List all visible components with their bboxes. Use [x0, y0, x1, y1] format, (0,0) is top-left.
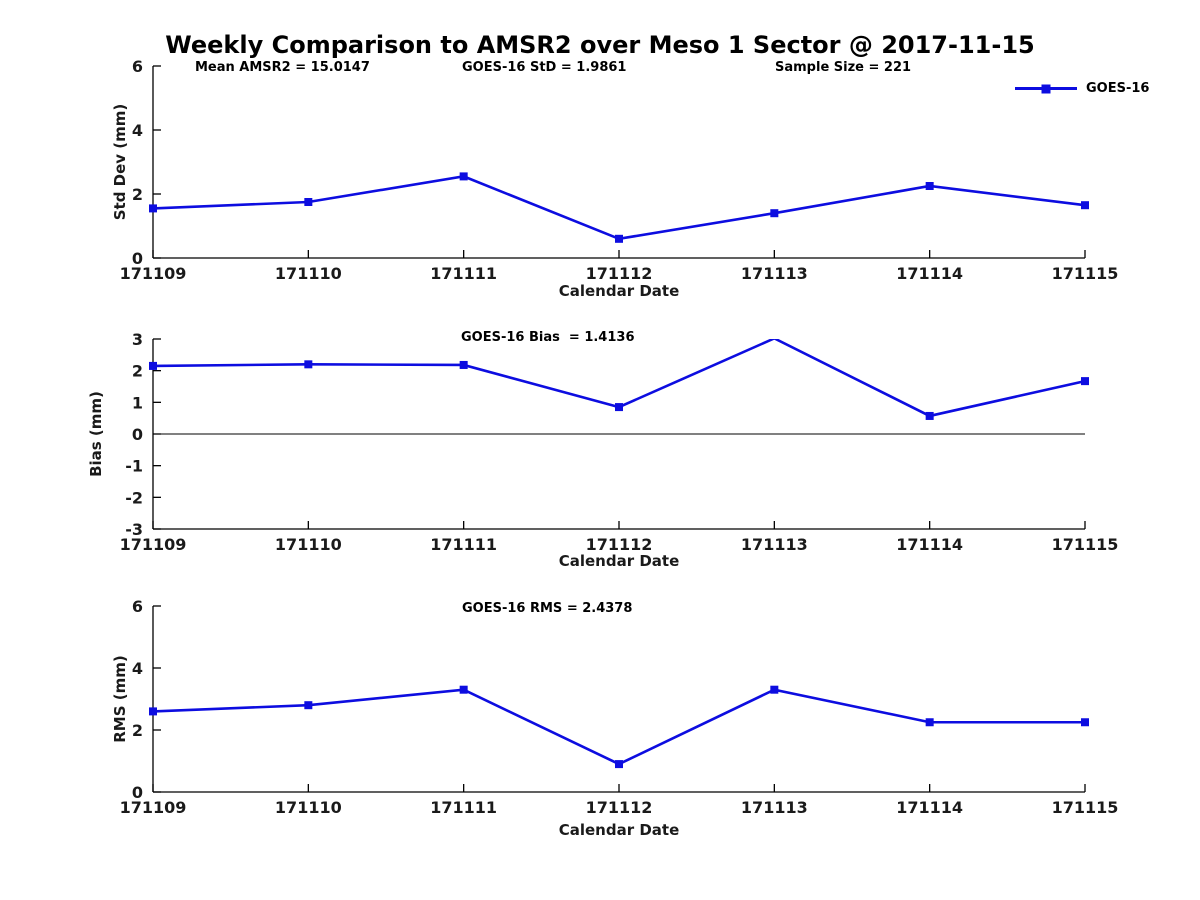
- y-tick-label: 0: [132, 425, 143, 444]
- y-tick-label: 4: [132, 659, 143, 678]
- data-point-marker: [304, 360, 313, 369]
- x-tick-label: 171111: [430, 798, 497, 817]
- x-tick-label: 171112: [586, 264, 653, 283]
- x-tick-label: 171111: [430, 264, 497, 283]
- data-point-marker: [304, 701, 313, 710]
- x-tick-label: 171113: [741, 264, 808, 283]
- y-tick-label: 0: [132, 249, 143, 268]
- y-tick-label: 6: [132, 597, 143, 616]
- x-tick-label: 171109: [120, 798, 187, 817]
- series-line: [152, 688, 1085, 766]
- data-point-marker: [459, 172, 468, 181]
- annotation-goes-bias: GOES-16 Bias = 1.4136: [461, 330, 635, 345]
- x-tick-label: 171115: [1052, 798, 1119, 817]
- y-tick-label: 2: [132, 185, 143, 204]
- y-tick-label: -1: [125, 457, 143, 476]
- x-tick-label: 171112: [586, 535, 653, 554]
- x-tick-label: 171113: [741, 798, 808, 817]
- data-point-marker: [615, 234, 623, 243]
- x-tick-label: 171110: [275, 264, 342, 283]
- xlabel-bias-plot: Calendar Date: [558, 552, 680, 570]
- data-point-marker: [770, 209, 779, 218]
- annotation-goes-std: GOES-16 StD = 1.9861: [462, 60, 627, 75]
- data-point-marker: [149, 361, 157, 370]
- y-tick-label: 0: [132, 783, 143, 802]
- y-tick-label: 4: [132, 121, 143, 140]
- data-point-marker: [459, 360, 468, 369]
- figure-title: Weekly Comparison to AMSR2 over Meso 1 S…: [165, 31, 1035, 59]
- data-point-marker: [925, 411, 934, 420]
- y-tick-label: 6: [132, 57, 143, 76]
- data-point-marker: [149, 707, 157, 716]
- legend: GOES-16: [1015, 81, 1149, 96]
- y-tick-label: -2: [125, 488, 143, 507]
- y-tick-label: 1: [132, 393, 143, 412]
- data-point-marker: [1081, 718, 1089, 727]
- legend-label: GOES-16: [1086, 81, 1150, 96]
- y-tick-label: 3: [132, 330, 143, 349]
- data-point-marker: [615, 403, 623, 412]
- data-point-marker: [925, 182, 934, 190]
- annotation-mean-amsr2: Mean AMSR2 = 15.0147: [195, 60, 370, 75]
- x-tick-label: 171115: [1052, 264, 1119, 283]
- x-tick-label: 171113: [741, 535, 808, 554]
- data-point-marker: [1081, 201, 1089, 210]
- annotation-sample-size: Sample Size = 221: [775, 60, 912, 75]
- x-tick-label: 171114: [896, 798, 963, 817]
- x-tick-label: 171110: [275, 535, 342, 554]
- data-point-marker: [615, 760, 623, 769]
- annotation-goes-rms: GOES-16 RMS = 2.4378: [462, 601, 633, 616]
- x-tick-label: 171115: [1052, 535, 1119, 554]
- xlabel-rms-plot: Calendar Date: [558, 821, 680, 839]
- y-tick-label: 2: [132, 721, 143, 740]
- x-tick-label: 171109: [120, 535, 187, 554]
- data-point-marker: [149, 204, 157, 213]
- data-point-marker: [459, 685, 468, 694]
- data-point-marker: [925, 718, 934, 727]
- x-tick-label: 171111: [430, 535, 497, 554]
- x-tick-label: 171114: [896, 264, 963, 283]
- legend-marker: [1041, 84, 1051, 93]
- xlabel-stddev-plot: Calendar Date: [558, 282, 680, 300]
- data-point-marker: [770, 685, 779, 694]
- x-tick-label: 171114: [896, 535, 963, 554]
- x-tick-label: 171110: [275, 798, 342, 817]
- data-point-marker: [1081, 377, 1089, 386]
- y-tick-label: -3: [125, 520, 143, 539]
- y-tick-label: 2: [132, 362, 143, 381]
- x-tick-label: 171112: [586, 798, 653, 817]
- data-point-marker: [304, 198, 313, 206]
- x-tick-label: 171109: [120, 264, 187, 283]
- legend-line-sample: [1015, 84, 1077, 93]
